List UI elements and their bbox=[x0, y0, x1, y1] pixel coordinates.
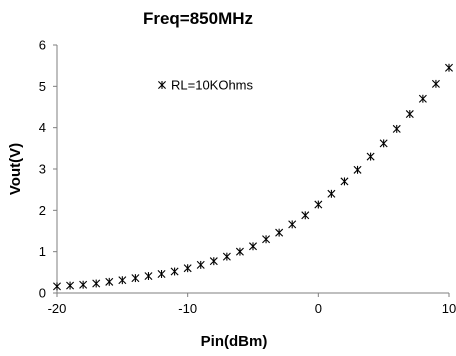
data-point bbox=[235, 247, 244, 256]
y-axis-label: Vout(V) bbox=[7, 143, 24, 195]
data-point bbox=[144, 272, 153, 281]
y-tick-label: 2 bbox=[39, 203, 46, 218]
data-point bbox=[196, 260, 205, 269]
data-point bbox=[209, 257, 218, 266]
data-point bbox=[92, 279, 101, 288]
y-tick-label: 1 bbox=[39, 244, 46, 259]
data-point bbox=[392, 124, 401, 133]
data-point bbox=[353, 165, 362, 174]
data-point bbox=[131, 274, 140, 283]
data-point bbox=[249, 242, 257, 251]
data-point bbox=[170, 267, 179, 276]
data-point bbox=[327, 189, 336, 198]
data-point bbox=[314, 200, 323, 209]
tick-labels: 0 1 2 3 4 5 6 -20 -10 0 10 bbox=[39, 38, 456, 317]
y-tick-label: 0 bbox=[39, 286, 46, 301]
y-tick-label: 4 bbox=[39, 120, 46, 135]
axes bbox=[53, 44, 450, 297]
y-tick-label: 3 bbox=[39, 162, 46, 177]
data-point bbox=[118, 276, 127, 285]
y-tick-label: 5 bbox=[39, 79, 46, 94]
legend-marker bbox=[158, 81, 166, 89]
data-point bbox=[79, 280, 88, 289]
data-point bbox=[275, 228, 284, 237]
data-point bbox=[222, 252, 231, 261]
data-point bbox=[366, 152, 375, 161]
data-point bbox=[262, 235, 271, 244]
data-point bbox=[379, 139, 388, 148]
x-tick-label: 10 bbox=[442, 301, 456, 316]
data-point bbox=[445, 63, 453, 72]
data-point bbox=[288, 220, 297, 229]
data-point bbox=[53, 282, 61, 291]
data-series bbox=[53, 63, 453, 291]
x-tick-label: -20 bbox=[48, 301, 67, 316]
chart-title: Freq=850MHz bbox=[143, 9, 253, 28]
x-tick-label: 0 bbox=[315, 301, 322, 316]
data-point bbox=[66, 281, 75, 290]
legend-label: RL=10KOhms bbox=[171, 78, 254, 93]
data-point bbox=[340, 177, 349, 186]
data-point bbox=[431, 79, 440, 88]
data-point bbox=[405, 110, 414, 119]
data-point bbox=[105, 277, 114, 286]
y-tick-label: 6 bbox=[39, 38, 46, 53]
x-axis-label: Pin(dBm) bbox=[201, 333, 268, 350]
data-point bbox=[301, 211, 310, 220]
data-point bbox=[418, 94, 427, 103]
legend: RL=10KOhms bbox=[158, 78, 254, 93]
x-tick-label: -10 bbox=[178, 301, 197, 316]
data-point bbox=[183, 264, 192, 273]
data-point bbox=[157, 269, 166, 278]
